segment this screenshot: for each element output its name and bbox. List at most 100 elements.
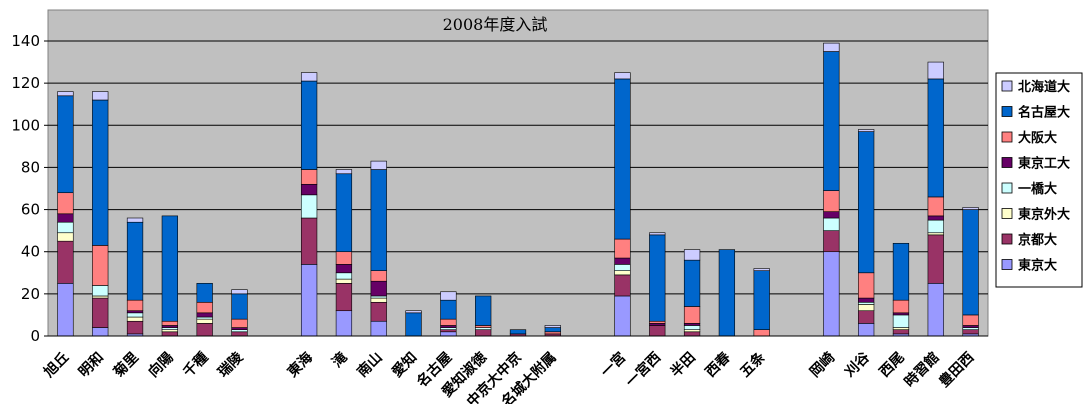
legend-label: 名古屋大 — [1018, 105, 1070, 121]
legend-label: 東京大 — [1018, 258, 1057, 274]
bar-segment — [57, 221, 74, 234]
bar-segment — [196, 323, 213, 337]
x-tick-label: 五条 — [737, 348, 770, 381]
x-tick-label: 西春 — [702, 348, 735, 381]
bar-segment — [196, 312, 213, 318]
bar-segment — [823, 230, 840, 253]
bar-segment — [335, 251, 353, 265]
bar-segment — [126, 310, 144, 314]
y-tick-label: 80 — [21, 158, 40, 176]
x-tick-label: 瑞陵 — [214, 348, 247, 381]
bar-segment — [509, 329, 527, 335]
bar-segment — [962, 314, 979, 326]
legend-label: 東京外大 — [1018, 207, 1070, 223]
bar-segment — [858, 272, 875, 299]
bar-segment — [475, 295, 492, 326]
bar-segment — [370, 320, 387, 337]
bar-segment — [962, 329, 979, 335]
bar-segment — [614, 270, 631, 276]
bar-segment — [370, 301, 387, 322]
bar-segment — [405, 310, 422, 314]
x-tick-label: 一宮 — [597, 349, 629, 381]
bar-segment — [335, 310, 353, 337]
y-tick-label: 140 — [11, 32, 40, 50]
bar-segment — [57, 95, 74, 194]
bar-segment — [614, 274, 631, 297]
bar-segment — [161, 215, 178, 322]
x-tick-label: 一宮西 — [622, 349, 664, 391]
bar-segment — [927, 232, 944, 236]
legend-label: 京都大 — [1018, 232, 1057, 248]
bar-segment — [962, 327, 979, 330]
bar-segment — [858, 129, 875, 132]
bar-segment — [892, 299, 910, 314]
bar-segment — [753, 270, 770, 330]
legend-swatch — [1001, 80, 1013, 92]
bar-segment — [57, 213, 74, 223]
y-tick-label: 40 — [21, 243, 40, 261]
bar-segment — [475, 325, 492, 328]
y-tick-label: 20 — [21, 285, 40, 303]
bar-segment — [196, 301, 213, 314]
bar-segment — [649, 234, 666, 322]
bar-segment — [718, 249, 736, 337]
bar-segment — [614, 295, 631, 337]
bar-segment — [858, 310, 875, 324]
bar-segment — [231, 318, 248, 328]
bar-segment — [927, 219, 944, 234]
bar-segment — [753, 268, 770, 271]
bar-segment — [335, 272, 353, 280]
bar-segment — [683, 249, 701, 261]
bar-segment — [927, 78, 944, 198]
bar-segment — [927, 283, 944, 337]
bar-segment — [858, 301, 875, 305]
bar-segment — [614, 257, 631, 265]
bar-segment — [440, 291, 457, 301]
bar-segment — [683, 259, 701, 307]
bar-segment — [335, 283, 353, 312]
bar-segment — [231, 327, 248, 330]
bar-segment — [370, 280, 387, 297]
legend-swatch — [1001, 157, 1013, 168]
bar-segment — [544, 331, 561, 335]
bar-segment — [614, 238, 631, 259]
bar-segment — [370, 295, 387, 299]
bar-segment — [126, 299, 144, 312]
bar-segment — [823, 211, 840, 219]
legend-swatch — [1001, 182, 1013, 194]
y-tick-label: 100 — [11, 116, 40, 134]
bar-segment — [231, 293, 248, 320]
bar-segment — [858, 323, 875, 337]
bar-segment — [683, 331, 701, 337]
bar-segment — [614, 264, 631, 271]
bar-segment — [335, 169, 353, 175]
bar-segment — [858, 297, 875, 303]
bar-segment — [300, 183, 318, 196]
x-tick-label: 菊里 — [110, 349, 142, 381]
bar-segment — [370, 169, 387, 271]
bar-segment — [126, 217, 144, 223]
bar-segment — [370, 297, 387, 303]
x-tick-label: 東海 — [284, 349, 316, 381]
y-axis: 0 20 40 60 80 100 120 140 — [11, 32, 988, 345]
bar-segment — [683, 325, 701, 330]
bar-segment — [927, 196, 944, 217]
bar-segment — [92, 327, 109, 337]
bar-segment — [440, 327, 457, 330]
bar-segment — [126, 312, 144, 318]
bar-segment — [370, 160, 387, 170]
bar-segment — [300, 169, 318, 185]
bar-segment — [57, 240, 74, 284]
legend-swatch — [1001, 233, 1013, 245]
x-tick-label: 旭丘 — [40, 349, 73, 382]
bar-segment — [683, 323, 701, 326]
legend-label: 一橋大 — [1018, 181, 1057, 197]
legend-label: 東京工大 — [1018, 156, 1070, 172]
bar-segment — [161, 329, 178, 333]
bar-segment — [335, 278, 353, 284]
bar-segment — [440, 299, 457, 320]
bar-segment — [823, 217, 840, 231]
bar-segment — [927, 61, 944, 80]
bar-segment — [892, 312, 910, 316]
bar-segment — [300, 217, 318, 265]
